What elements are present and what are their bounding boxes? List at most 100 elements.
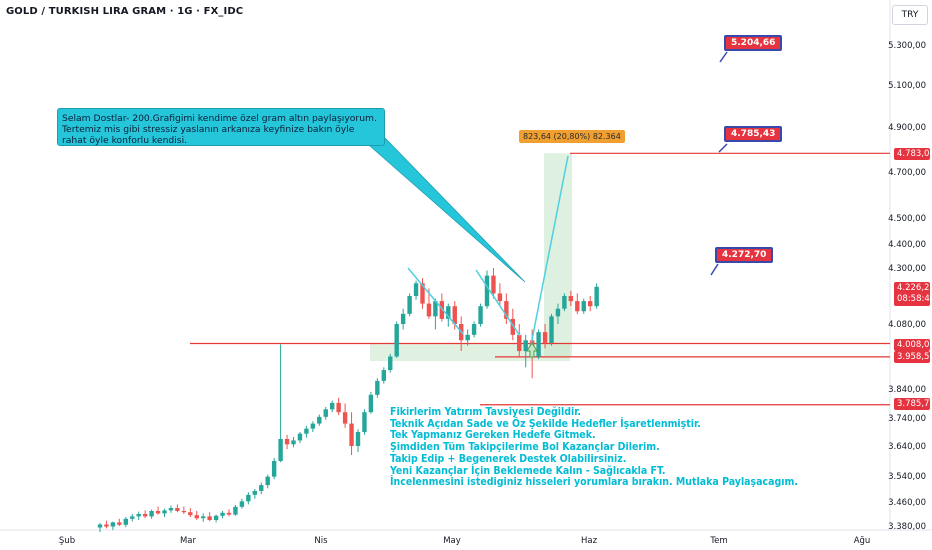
candle-body (220, 512, 225, 516)
candle-body (413, 283, 419, 296)
x-tick-label: May (443, 536, 461, 546)
candle-body (349, 423, 354, 446)
candle-body (136, 514, 141, 517)
candle-body (194, 515, 199, 519)
candle-body (504, 301, 509, 319)
y-tick-label: 3.840,00 (888, 385, 926, 395)
candle-body (407, 296, 412, 314)
y-tick-label: 3.740,00 (888, 414, 926, 424)
y-tick-label: 3.540,00 (888, 472, 926, 482)
candle-body (142, 514, 148, 517)
candle-body (271, 461, 277, 477)
candle-body (542, 332, 548, 343)
candle-body (226, 512, 232, 515)
candle-body (284, 439, 290, 445)
target-tag-2: 4.785,43 (724, 126, 783, 142)
candle-body (259, 485, 264, 491)
candle-body (168, 508, 174, 511)
target-pointer (718, 143, 728, 153)
y-tick-label: 3.460,00 (888, 498, 926, 508)
candle-body (581, 301, 586, 312)
candle-body (149, 511, 154, 517)
last-price-value: 4.226,26 (897, 283, 932, 293)
projection-line (529, 155, 569, 351)
x-tick-label: Nis (314, 536, 328, 546)
candle-body (117, 522, 122, 525)
candle-body (433, 301, 438, 317)
y-tick-label: 4.700,00 (888, 168, 926, 178)
up-arrow-icon (526, 342, 538, 358)
candle-body (297, 433, 303, 441)
candle-body (123, 518, 128, 525)
candle-body (420, 283, 425, 304)
candle-body (575, 301, 580, 312)
candle-body (446, 306, 451, 319)
candle-body (355, 432, 361, 446)
candle-body (497, 293, 503, 302)
candle-body (213, 515, 219, 520)
disclaimer-line: Şimdiden Tüm Takipçilerime Bol Kazançlar… (390, 441, 660, 454)
candle-body (517, 334, 522, 352)
level-label: 3.958,51 (894, 351, 932, 363)
candle-body (188, 512, 193, 516)
callout-pointer (369, 137, 526, 283)
candle-body (439, 301, 445, 319)
last-price-label: 4.226,26 08:58:46 (894, 282, 932, 306)
disclaimer-line: Yeni Kazançlar İçin Beklemede Kalın - Sa… (390, 464, 666, 477)
level-label: 4.783,06 (894, 148, 932, 160)
x-tick-label: Şub (59, 536, 75, 546)
candle-body (342, 412, 348, 424)
level-label: 3.785,78 (894, 398, 932, 410)
y-tick-label: 5.100,00 (888, 81, 926, 91)
candle-body (252, 490, 257, 495)
candle-body (491, 275, 496, 294)
candle-body (201, 516, 206, 519)
candle-body (471, 324, 477, 335)
candle-body (388, 356, 393, 371)
level-label: 4.008,06 (894, 339, 932, 351)
candle-body (465, 334, 470, 341)
candle-body (310, 423, 316, 429)
candle-body (510, 318, 515, 335)
trend-line (475, 269, 521, 337)
disclaimer-line: Tek Yapmanız Gereken Hedefe Gitmek. (390, 429, 596, 442)
candle-body (562, 296, 567, 309)
candle-body (291, 440, 296, 445)
candle-body (181, 511, 187, 513)
candle-body (265, 476, 270, 486)
candle-body (330, 402, 335, 410)
candle-body (175, 508, 180, 511)
currency-selector[interactable]: TRY (892, 5, 928, 25)
candle-body (452, 306, 457, 324)
disclaimer-line: İncelenmesini istediginiz hisseleri yoru… (390, 476, 798, 489)
candle-body (233, 506, 238, 515)
candle-body (555, 308, 561, 317)
candle-body (278, 439, 283, 461)
countdown: 08:58:46 (897, 294, 932, 304)
candle-body (323, 409, 328, 417)
target-pointer (719, 51, 728, 63)
candle-body (426, 303, 432, 317)
candle-body (381, 370, 386, 381)
candle-body (523, 340, 528, 352)
y-tick-label: 4.080,00 (888, 320, 926, 330)
chart-title: GOLD / TURKISH LIRA GRAM · 1G · FX_IDC (6, 6, 244, 17)
candle-body (304, 428, 309, 434)
candle-body (239, 501, 245, 507)
disclaimer-line: Takip Edip + Begenerek Destek Olabilirsi… (390, 452, 627, 465)
y-tick-label: 3.640,00 (888, 442, 926, 452)
y-tick-label: 4.500,00 (888, 214, 926, 224)
y-tick-label: 4.900,00 (888, 123, 926, 133)
candle-body (97, 524, 103, 528)
candle-body (536, 332, 541, 357)
y-tick-label: 4.300,00 (888, 264, 926, 274)
candle-body (549, 316, 554, 343)
candle-body (375, 380, 380, 395)
callout-note: Selam Dostlar- 200.Grafigimi kendime öze… (57, 108, 385, 146)
target-pointer (710, 263, 719, 276)
candle-body (394, 324, 399, 357)
candle-body (110, 522, 116, 527)
candle-body (317, 416, 322, 424)
measure-label: 823,64 (20,80%) 82.364 (519, 130, 625, 143)
